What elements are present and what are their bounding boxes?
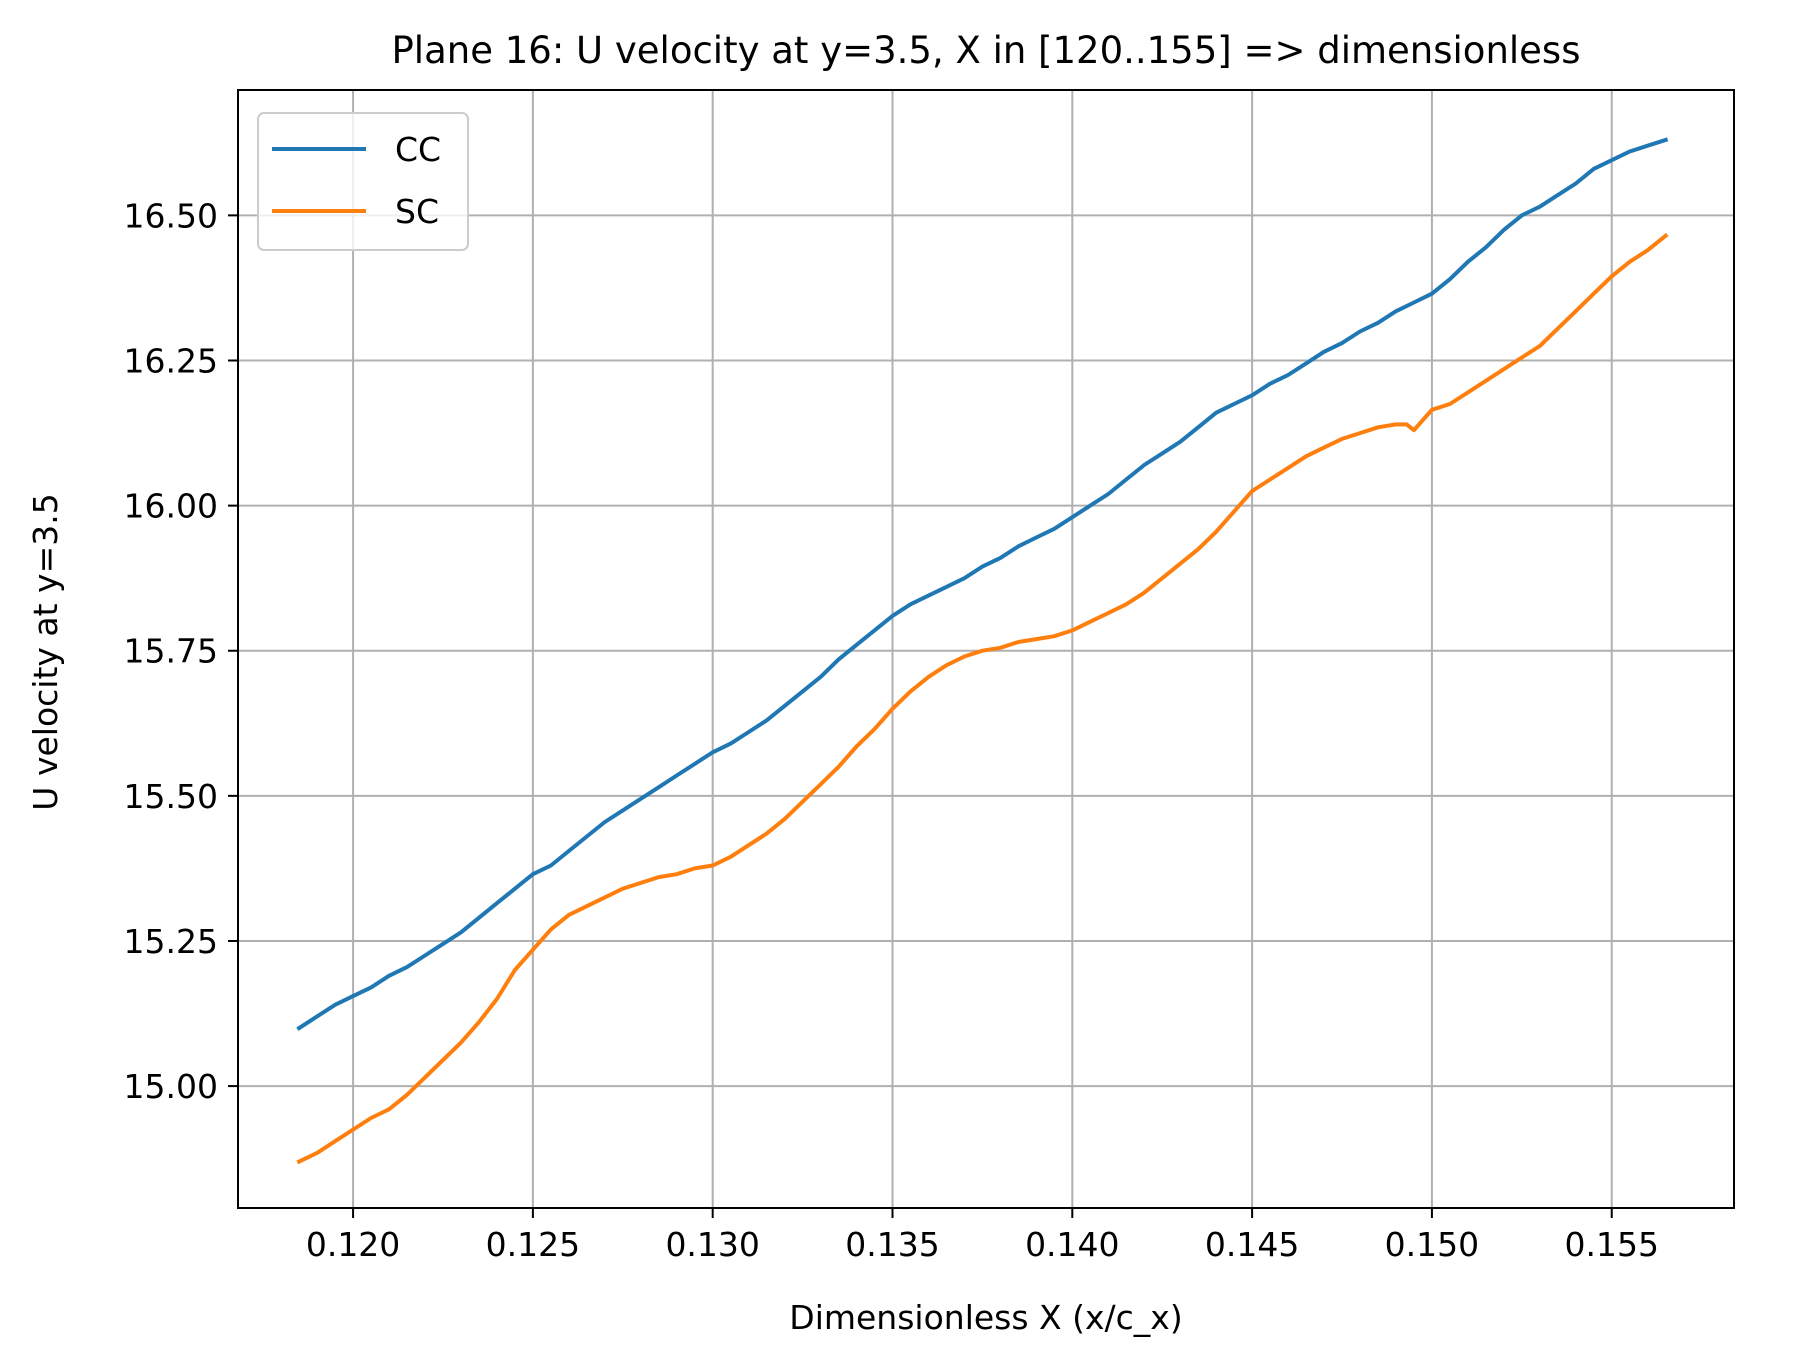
x-tick-label: 0.120 — [306, 1225, 400, 1264]
y-tick-label: 15.25 — [124, 922, 218, 961]
x-tick-label: 0.135 — [845, 1225, 939, 1264]
x-tick-label: 0.155 — [1564, 1225, 1658, 1264]
x-tick-label: 0.140 — [1025, 1225, 1119, 1264]
x-axis-label: Dimensionless X (x/c_x) — [789, 1298, 1182, 1337]
x-tick-label: 0.150 — [1385, 1225, 1479, 1264]
y-tick-label: 15.75 — [124, 632, 218, 671]
y-tick-label: 15.50 — [124, 777, 218, 816]
y-axis-label: U velocity at y=3.5 — [26, 493, 65, 810]
legend-label-cc: CC — [395, 130, 441, 169]
series-line-cc — [296, 137, 1669, 1031]
legend: CC SC — [257, 112, 469, 251]
legend-label-sc: SC — [395, 192, 439, 231]
y-tick-label: 16.00 — [124, 487, 218, 526]
y-tick-label: 16.50 — [124, 196, 218, 235]
y-tick-label: 16.25 — [124, 342, 218, 381]
series-lines — [296, 137, 1669, 1165]
x-axis-ticks: 0.120 0.125 0.130 0.135 0.140 0.145 0.150 0.155 — [306, 1208, 1659, 1264]
y-tick-label: 15.00 — [124, 1067, 218, 1106]
series-line-sc — [296, 232, 1669, 1165]
x-tick-label: 0.145 — [1205, 1225, 1299, 1264]
y-axis-ticks: 15.00 15.25 15.50 15.75 16.00 16.25 16.50 — [124, 196, 238, 1106]
chart-title: Plane 16: U velocity at y=3.5, X in [120… — [392, 29, 1581, 72]
x-tick-label: 0.125 — [486, 1225, 580, 1264]
plot-frame — [237, 89, 1735, 1209]
x-tick-label: 0.130 — [665, 1225, 759, 1264]
